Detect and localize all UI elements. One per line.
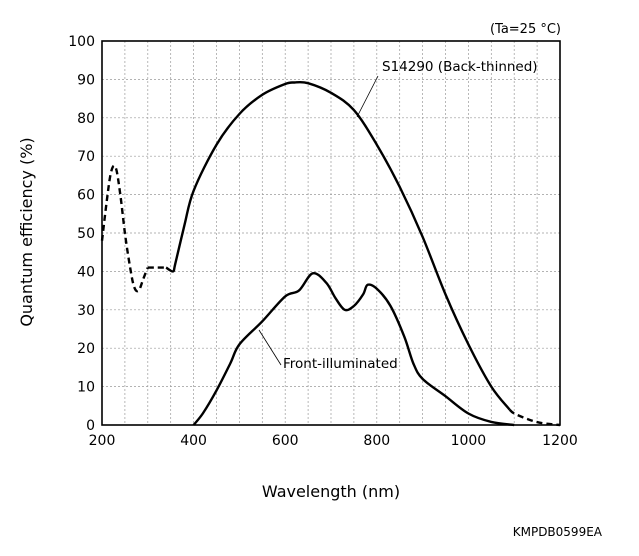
series-line-dashed <box>100 164 149 293</box>
y-tick-label: 90 <box>77 72 95 88</box>
x-tick-label: 800 <box>363 433 390 449</box>
y-tick-label: 10 <box>77 380 95 396</box>
back-thinned-series <box>100 80 561 427</box>
x-tick-label: 200 <box>89 433 116 449</box>
series-line <box>165 80 511 411</box>
x-tick-label: 1200 <box>542 433 578 449</box>
y-tick-label: 40 <box>77 264 95 280</box>
front-illuminated-leader <box>258 329 282 366</box>
x-tick-label: 1000 <box>451 433 487 449</box>
y-tick-label: 80 <box>77 111 95 127</box>
grid <box>102 41 560 425</box>
x-tick-label: 400 <box>180 433 207 449</box>
series-line-dashed <box>508 408 561 427</box>
y-tick-label: 50 <box>77 226 95 242</box>
y-tick-label: 0 <box>86 418 95 434</box>
y-tick-label: 100 <box>68 34 95 50</box>
x-axis-label: Wavelength (nm) <box>262 482 400 501</box>
y-tick-label: 60 <box>77 188 95 204</box>
front-illuminated-annotation: Front-illuminated <box>283 356 398 372</box>
curves <box>100 80 561 427</box>
x-tick-labels: 200 400 600 800 1000 1200 <box>89 433 578 449</box>
y-tick-labels: 0 10 20 30 40 50 60 70 80 90 100 <box>68 34 95 434</box>
y-axis-label: Quantum efficiency (%) <box>17 137 36 326</box>
y-tick-label: 30 <box>77 303 95 319</box>
series-line <box>192 271 515 427</box>
x-tick-label: 600 <box>272 433 299 449</box>
y-tick-label: 70 <box>77 149 95 165</box>
front-illuminated-series <box>192 271 515 427</box>
back-thinned-leader <box>356 75 379 118</box>
back-thinned-annotation: S14290 (Back-thinned) <box>382 59 538 75</box>
plot-frame <box>101 40 561 426</box>
figure-code: KMPDB0599EA <box>513 525 603 539</box>
condition-label: (Ta=25 °C) <box>490 22 561 37</box>
y-tick-label: 20 <box>77 341 95 357</box>
